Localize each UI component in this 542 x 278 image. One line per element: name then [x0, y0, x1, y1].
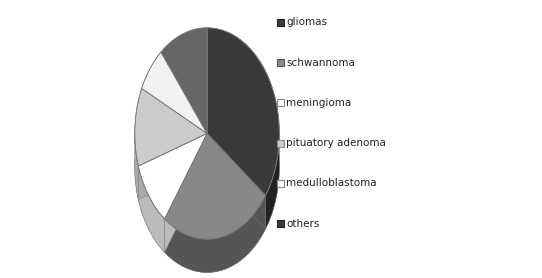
- Polygon shape: [207, 28, 279, 195]
- Text: medulloblastoma: medulloblastoma: [286, 178, 377, 188]
- Polygon shape: [266, 134, 279, 229]
- Bar: [276, 19, 283, 26]
- Text: gliomas: gliomas: [286, 17, 327, 27]
- Bar: [276, 59, 283, 66]
- Text: others: others: [286, 219, 320, 229]
- Ellipse shape: [135, 61, 279, 272]
- Bar: [276, 99, 283, 106]
- Polygon shape: [161, 28, 207, 133]
- Polygon shape: [165, 195, 266, 272]
- Polygon shape: [138, 133, 207, 199]
- Text: pituatory adenoma: pituatory adenoma: [286, 138, 386, 148]
- Polygon shape: [138, 133, 207, 219]
- Polygon shape: [135, 88, 207, 166]
- Text: schwannoma: schwannoma: [286, 58, 355, 68]
- Polygon shape: [165, 133, 207, 252]
- Polygon shape: [165, 133, 207, 252]
- Text: meningioma: meningioma: [286, 98, 352, 108]
- Polygon shape: [165, 133, 266, 239]
- Bar: [276, 140, 283, 147]
- Bar: [276, 180, 283, 187]
- Polygon shape: [138, 166, 165, 252]
- Polygon shape: [135, 134, 138, 199]
- Polygon shape: [207, 133, 266, 229]
- Polygon shape: [138, 133, 207, 199]
- Bar: [276, 220, 283, 227]
- Polygon shape: [207, 133, 266, 229]
- Polygon shape: [141, 52, 207, 133]
